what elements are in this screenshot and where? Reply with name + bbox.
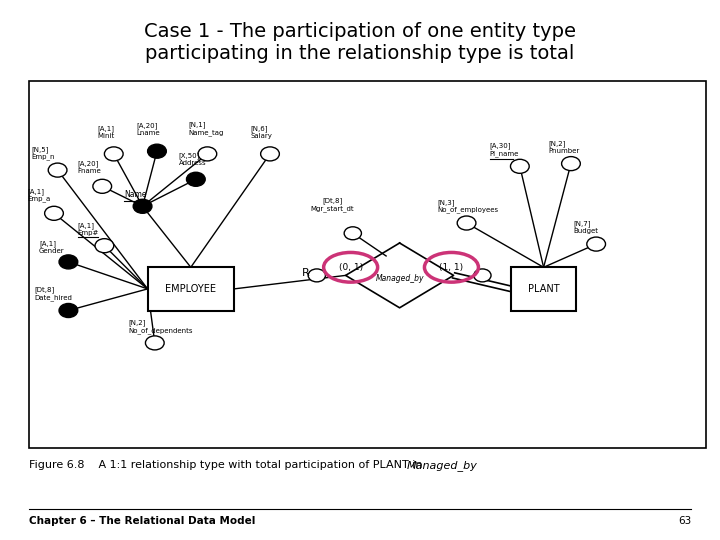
Text: Case 1 - The participation of one entity type
participating in the relationship : Case 1 - The participation of one entity…: [144, 22, 576, 63]
Circle shape: [104, 147, 123, 161]
Text: Chapter 6 – The Relational Data Model: Chapter 6 – The Relational Data Model: [29, 516, 255, 526]
Text: [N,5]
Emp_n: [N,5] Emp_n: [32, 146, 55, 160]
Text: EMPLOYEE: EMPLOYEE: [166, 284, 216, 294]
Text: [N,7]
Budget: [N,7] Budget: [574, 221, 599, 234]
Text: (1, 1): (1, 1): [439, 263, 464, 272]
Circle shape: [474, 269, 491, 282]
Circle shape: [587, 237, 606, 251]
Text: Managed_by: Managed_by: [375, 274, 424, 282]
Circle shape: [562, 157, 580, 171]
Circle shape: [344, 227, 361, 240]
Polygon shape: [346, 243, 454, 308]
Circle shape: [93, 179, 112, 193]
FancyBboxPatch shape: [511, 267, 576, 310]
Text: [Dt,8]
Mgr_start_dt: [Dt,8] Mgr_start_dt: [311, 198, 354, 212]
Circle shape: [48, 163, 67, 177]
Text: [N,1]
Name_tag: [N,1] Name_tag: [189, 122, 224, 136]
Text: 63: 63: [678, 516, 691, 526]
Text: Name: Name: [124, 190, 146, 199]
FancyBboxPatch shape: [29, 81, 706, 448]
Text: PLANT: PLANT: [528, 284, 559, 294]
Text: [A,1]
Gender: [A,1] Gender: [39, 240, 65, 254]
Text: Emp#: Emp#: [78, 230, 99, 236]
Circle shape: [186, 172, 205, 186]
FancyBboxPatch shape: [148, 267, 234, 310]
Circle shape: [148, 144, 166, 158]
Text: (0, 1): (0, 1): [338, 263, 363, 272]
Text: [X,50]
Address: [X,50] Address: [179, 152, 206, 166]
Circle shape: [145, 336, 164, 350]
Text: [A,1]
Minit: [A,1] Minit: [97, 125, 114, 139]
Text: [A,20]
Fname: [A,20] Fname: [78, 160, 102, 174]
Text: [N,2]
Pnumber: [N,2] Pnumber: [549, 140, 580, 154]
Circle shape: [308, 269, 325, 282]
Circle shape: [59, 255, 78, 269]
Text: Figure 6.8    A 1:1 relationship type with total participation of PLANT in: Figure 6.8 A 1:1 relationship type with …: [29, 460, 426, 470]
Text: [Dt,8]
Date_hired: [Dt,8] Date_hired: [35, 286, 73, 301]
Text: [N,6]
Salary: [N,6] Salary: [251, 125, 272, 139]
Text: [A,1]
Emp_a: [A,1] Emp_a: [27, 188, 50, 202]
Text: [A,1]: [A,1]: [78, 222, 95, 229]
Text: [A,30]
Pl_name: [A,30] Pl_name: [490, 142, 519, 157]
Text: [A,20]
Lname: [A,20] Lname: [137, 123, 161, 136]
Circle shape: [133, 199, 152, 213]
Circle shape: [59, 303, 78, 318]
Text: [N,3]
No_of_employees: [N,3] No_of_employees: [438, 199, 499, 213]
Circle shape: [261, 147, 279, 161]
Circle shape: [510, 159, 529, 173]
Circle shape: [95, 239, 114, 253]
Text: Managed_by: Managed_by: [407, 460, 477, 471]
Text: [N,2]
No_of_dependents: [N,2] No_of_dependents: [128, 319, 193, 334]
Circle shape: [457, 216, 476, 230]
Text: R: R: [302, 268, 310, 278]
Circle shape: [198, 147, 217, 161]
Circle shape: [45, 206, 63, 220]
